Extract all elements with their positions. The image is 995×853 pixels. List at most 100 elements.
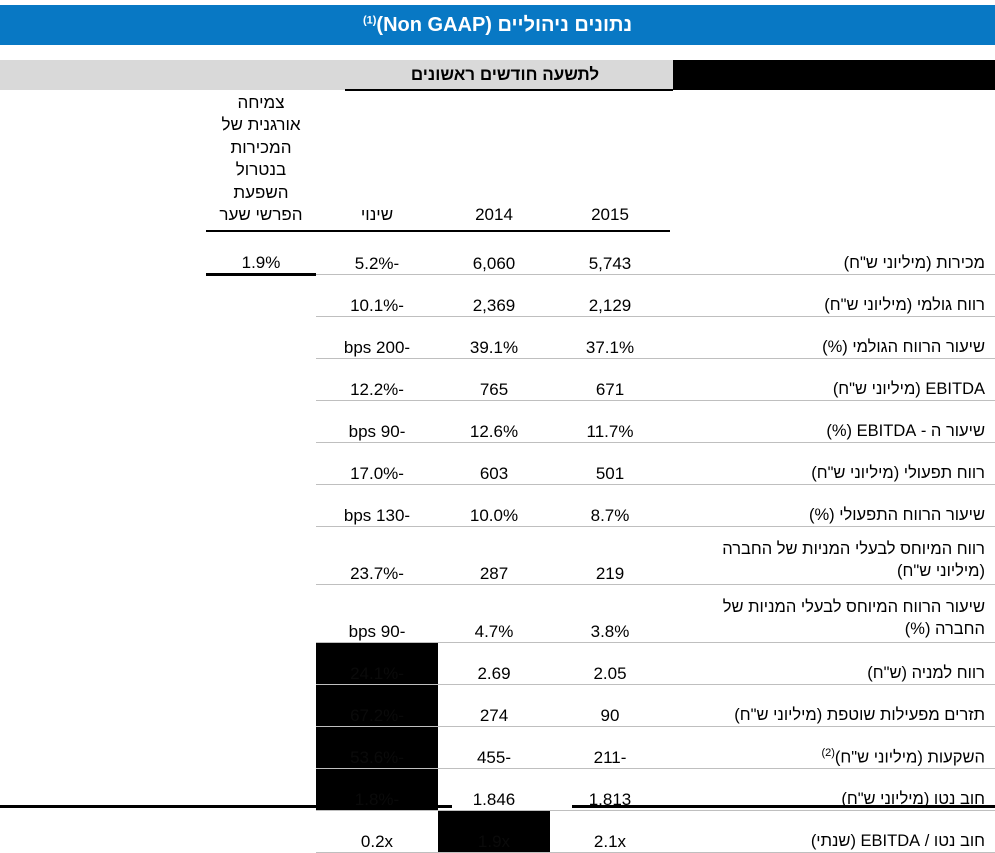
table-row: רווח למניה (ש"ח) 2.05 2.69 -24.1% [0,642,995,686]
column-header-organic-growth: צמיחה אורגנית של המכירות בנטרול השפעת הפ… [219,93,303,225]
row-label: רווח גולמי (מיליוני ש"ח) [670,274,995,318]
financial-table: 2015 2014 שינוי צמיחה אורגנית של המכירות… [0,92,995,853]
cell-2014: 39.1% [438,316,550,360]
cell-change: -17.0% [316,442,438,486]
row-label: חוב נטו / EBITDA (שנתי) [670,810,995,853]
cell-2014: 12.6% [438,400,550,444]
cell-organic-growth [206,401,316,443]
cell-2014: 2,369 [438,274,550,318]
cell-spacer [0,727,206,769]
subheader-underline [345,89,673,91]
column-header-2015: 2015 [591,205,629,225]
row-label: שיעור הרווח הגולמי (%) [670,316,995,360]
header-rule-change [316,229,438,232]
cell-change: 0.2x [316,810,438,853]
table-row: רווח תפעולי (מיליוני ש"ח) 501 603 -17.0% [0,442,995,486]
cell-spacer [0,359,206,401]
cell-organic-growth [206,274,316,317]
cell-2014: 4.7% [438,584,550,644]
table-row: חוב נטו / EBITDA (שנתי) 2.1x 1.9x 0.2x [0,810,995,853]
cell-2015: 11.7% [550,400,670,444]
cell-change-redacted: -1.8% [316,768,438,812]
cell-2014: 2.69 [438,642,550,686]
cell-organic-growth [206,585,316,643]
cell-change: -90 bps [316,400,438,444]
page-title-text: נתונים ניהוליים (Non GAAP) [376,13,633,36]
table-row: תזרים מפעילות שוטפת (מיליוני ש"ח) 90 274 -6… [0,684,995,728]
cell-spacer [0,485,206,527]
cell-spacer [0,274,206,317]
table-bottom-rule-gap [452,805,572,808]
cell-2015: -211 [550,726,670,770]
table-header-row: 2015 2014 שינוי צמיחה אורגנית של המכירות… [0,92,995,230]
row-label: תזרים מפעילות שוטפת (מיליוני ש"ח) [670,684,995,728]
cell-2014-redacted: 1.9x [438,810,550,853]
row-label-footnote-marker: (2) [821,746,835,759]
row-label: רווח תפעולי (מיליוני ש"ח) [670,442,995,486]
column-header-change: שינוי [360,205,394,225]
column-header-label [670,92,995,230]
table-row: השקעות (מיליוני ש"ח)(2) -211 -455 -53.6% [0,726,995,770]
cell-2015: 671 [550,358,670,402]
cell-change: -130 bps [316,484,438,528]
cell-organic-growth [206,643,316,685]
row-label: שיעור ה - EBITDA (%) [670,400,995,444]
table-row: רווח גולמי (מיליוני ש"ח) 2,129 2,369 -10.1% [0,274,995,318]
cell-2014: 603 [438,442,550,486]
cell-change-redacted: -24.1% [316,642,438,686]
cell-spacer [0,585,206,643]
header-rule-2015 [550,229,670,232]
header-rule-row [0,229,995,232]
cell-2015: 219 [550,526,670,586]
row-label: רווח למניה (ש"ח) [670,642,995,686]
cell-2015: 8.7% [550,484,670,528]
cell-change: -5.2% [316,231,438,275]
cell-change: -10.1% [316,274,438,318]
cell-change: -90 bps [316,584,438,644]
cell-change-redacted: -67.2% [316,684,438,728]
cell-spacer [0,232,206,275]
cell-2014: 6,060 [438,231,550,275]
cell-organic-growth [206,727,316,769]
cell-spacer [0,811,206,853]
header-rule-organic [206,229,316,232]
cell-2015: 37.1% [550,316,670,360]
header-rule-2014 [438,229,550,232]
title-banner: נתונים ניהוליים (Non GAAP)(1) [0,5,995,45]
subheader-redaction-bar [673,60,995,90]
cell-2015: 2.05 [550,642,670,686]
row-label: שיעור הרווח המיוחס לבעלי המניות של החברה… [670,584,995,644]
cell-spacer [0,317,206,359]
table-row: שיעור ה - EBITDA (%) 11.7% 12.6% -90 bps [0,400,995,444]
cell-organic-growth [206,485,316,527]
cell-organic-growth: 1.9% [206,231,316,276]
row-label: מכירות (מיליוני ש"ח) [670,231,995,275]
cell-organic-growth [206,527,316,585]
cell-2015: 3.8% [550,584,670,644]
cell-2014: 10.0% [438,484,550,528]
table-row: EBITDA (מיליוני ש"ח) 671 765 -12.2% [0,358,995,402]
cell-2014: 287 [438,526,550,586]
cell-organic-growth [206,317,316,359]
cell-change-redacted: -53.6% [316,726,438,770]
page-title-footnote-marker: (1) [362,13,377,26]
subheader-period-label: לתשעה חודשים ראשונים [410,65,600,84]
cell-change: -23.7% [316,526,438,586]
table-row: רווח המיוחס לבעלי המניות של החברה (מיליו… [0,526,995,586]
row-label: שיעור הרווח התפעולי (%) [670,484,995,528]
row-label: EBITDA (מיליוני ש"ח) [670,358,995,402]
cell-organic-growth [206,443,316,485]
row-label: רווח המיוחס לבעלי המניות של החברה (מיליו… [670,526,995,586]
table-row: מכירות (מיליוני ש"ח) 5,743 6,060 -5.2% 1.9% [0,231,995,276]
cell-2014: 765 [438,358,550,402]
column-header-spacer [0,92,206,230]
cell-2015: 501 [550,442,670,486]
cell-spacer [0,527,206,585]
cell-2014: 1,846 [438,768,550,812]
column-header-2014: 2014 [475,205,513,225]
cell-2015: 2,129 [550,274,670,318]
cell-organic-growth [206,811,316,853]
cell-2015: 5,743 [550,231,670,275]
cell-spacer [0,685,206,727]
page-title: נתונים ניהוליים (Non GAAP)(1) [363,14,632,37]
